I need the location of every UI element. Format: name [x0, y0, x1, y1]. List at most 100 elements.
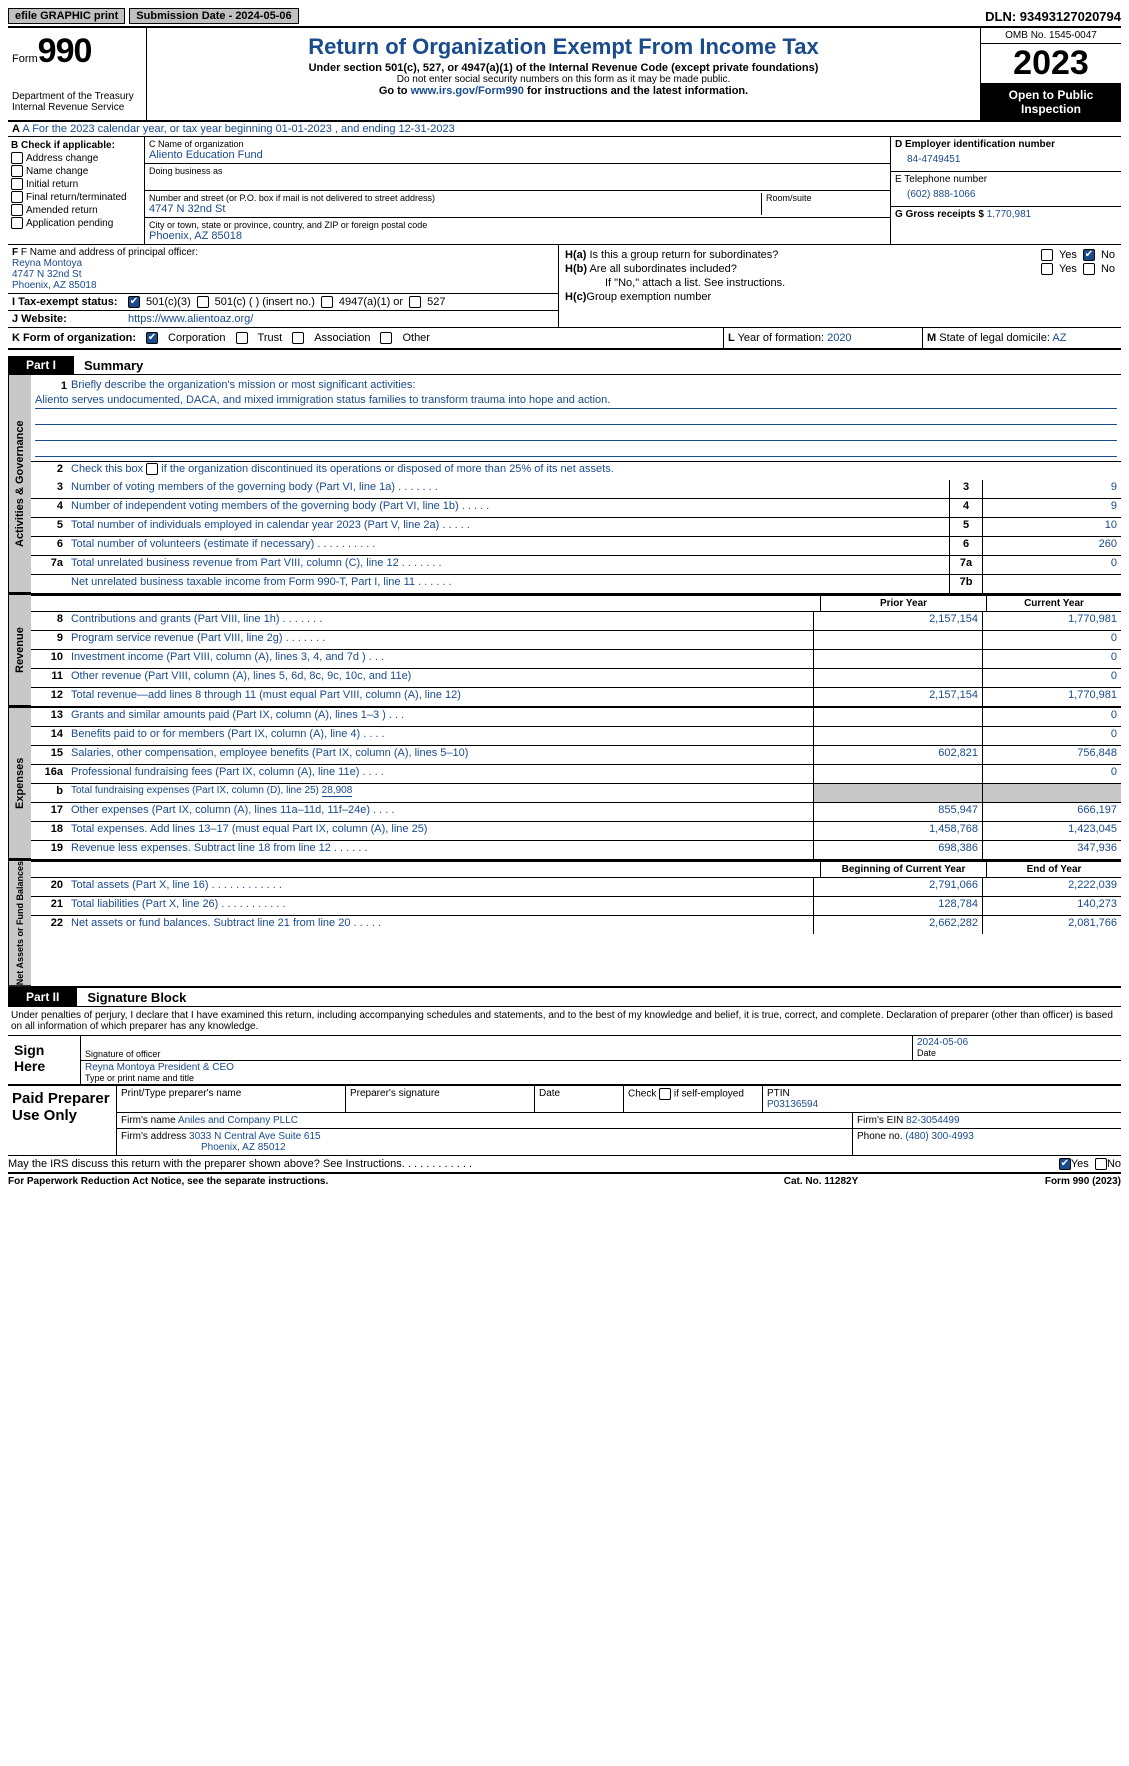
dba-label: Doing business as: [149, 166, 886, 176]
hb-no[interactable]: [1083, 263, 1095, 275]
cb-trust[interactable]: [236, 332, 248, 344]
line4-val: 9: [982, 499, 1121, 517]
sign-here-label: Sign Here: [8, 1036, 81, 1084]
efile-print-button[interactable]: efile GRAPHIC print: [8, 8, 125, 24]
cb-initial-return[interactable]: [11, 178, 23, 190]
sign-here-block: Sign Here Signature of officer 2024-05-0…: [8, 1036, 1121, 1086]
ha-yes[interactable]: [1041, 249, 1053, 261]
name-title-label: Type or print name and title: [85, 1073, 1117, 1083]
row-k: K Form of organization: Corporation Trus…: [8, 328, 1121, 350]
gross-receipts: G Gross receipts $ 1,770,981: [895, 209, 1117, 220]
irs-link[interactable]: www.irs.gov/Form990: [411, 85, 524, 97]
firm-phone: (480) 300-4993: [905, 1131, 973, 1142]
hb-text: H(b) Are all subordinates included?: [565, 263, 1041, 275]
goto-line: Go to www.irs.gov/Form990 for instructio…: [151, 85, 976, 97]
cb-other[interactable]: [380, 332, 392, 344]
sig-officer-label: Signature of officer: [85, 1049, 908, 1059]
ein-label: D Employer identification number: [895, 139, 1117, 150]
ha-no[interactable]: [1083, 249, 1095, 261]
cb-corp[interactable]: [146, 332, 158, 344]
cb-4947[interactable]: [321, 296, 333, 308]
website[interactable]: https://www.alientoaz.org/: [128, 313, 253, 325]
sig-date: 2024-05-06: [917, 1037, 1117, 1048]
officer-addr2: Phoenix, AZ 85018: [12, 280, 554, 291]
line21: Total liabilities (Part X, line 26) . . …: [67, 897, 813, 915]
line13: Grants and similar amounts paid (Part IX…: [67, 708, 813, 726]
self-employed: Check if self-employed: [624, 1086, 763, 1112]
ha-text: H(a) Is this a group return for subordin…: [565, 249, 1041, 261]
cb-amended[interactable]: [11, 204, 23, 216]
entity-block: B Check if applicable: Address change Na…: [8, 137, 1121, 245]
tax-exempt-status: I Tax-exempt status: 501(c)(3) 501(c) ( …: [8, 294, 558, 311]
line7b: Net unrelated business taxable income fr…: [67, 575, 949, 593]
ein: 84-4749451: [895, 150, 1117, 169]
preparer-date-label: Date: [535, 1086, 624, 1112]
ptin: P03136594: [767, 1099, 1117, 1110]
line16a: Professional fundraising fees (Part IX, …: [67, 765, 813, 783]
firm-ein: 82-3054499: [906, 1115, 959, 1126]
part1-tab: Part I: [8, 356, 74, 374]
officer-block: F F Name and address of principal office…: [8, 245, 558, 294]
hdr-current: Current Year: [986, 596, 1121, 611]
line17: Other expenses (Part IX, column (A), lin…: [67, 803, 813, 821]
mission-label: Briefly describe the organization's miss…: [71, 379, 415, 393]
room-label: Room/suite: [766, 193, 886, 203]
cb-app-pending[interactable]: [11, 217, 23, 229]
part2-title: Signature Block: [77, 990, 186, 1005]
inspection-label: Open to Public Inspection: [981, 84, 1121, 120]
part2-header: Part II Signature Block: [8, 988, 1121, 1007]
discuss-yes[interactable]: [1059, 1158, 1071, 1170]
line8: Contributions and grants (Part VIII, lin…: [67, 612, 813, 630]
hdr-beginning: Beginning of Current Year: [820, 862, 986, 877]
cat-no: Cat. No. 11282Y: [721, 1176, 921, 1187]
footer: For Paperwork Reduction Act Notice, see …: [8, 1174, 1121, 1189]
line4: Number of independent voting members of …: [67, 499, 949, 517]
telephone: (602) 888-1066: [895, 185, 1117, 204]
line3-val: 9: [982, 480, 1121, 498]
top-bar: efile GRAPHIC print Submission Date - 20…: [8, 8, 1121, 28]
cb-527[interactable]: [409, 296, 421, 308]
part1-title: Summary: [74, 358, 143, 373]
name-label: C Name of organization: [149, 139, 886, 149]
line18: Total expenses. Add lines 13–17 (must eq…: [67, 822, 813, 840]
discuss-no[interactable]: [1095, 1158, 1107, 1170]
activities-governance: Activities & Governance 1Briefly describ…: [8, 375, 1121, 595]
line6: Total number of volunteers (estimate if …: [67, 537, 949, 555]
discuss-text: May the IRS discuss this return with the…: [8, 1158, 1059, 1170]
hb-yes[interactable]: [1041, 263, 1053, 275]
k-label: K Form of organization:: [12, 332, 136, 344]
line12: Total revenue—add lines 8 through 11 (mu…: [67, 688, 813, 706]
irs-label: Internal Revenue Service: [12, 102, 142, 113]
line19: Revenue less expenses. Subtract line 18 …: [67, 841, 813, 859]
form-title: Return of Organization Exempt From Incom…: [151, 34, 976, 60]
firm-addr2: Phoenix, AZ 85012: [121, 1142, 286, 1153]
form-page: Form 990 (2023): [921, 1176, 1121, 1187]
part1-header: Part I Summary: [8, 356, 1121, 375]
hc-text: H(c) Group exemption number: [565, 291, 1115, 303]
line7b-val: [982, 575, 1121, 593]
cb-address-change[interactable]: [11, 152, 23, 164]
expenses-section: Expenses 13Grants and similar amounts pa…: [8, 708, 1121, 861]
submission-date: Submission Date - 2024-05-06: [129, 8, 298, 24]
cb-discontinued[interactable]: [146, 463, 158, 475]
vtab-exp: Expenses: [8, 708, 31, 859]
cb-assoc[interactable]: [292, 332, 304, 344]
line2: Check this box if the organization disco…: [67, 462, 1121, 480]
checkboxes-b: B Check if applicable: Address change Na…: [8, 137, 145, 244]
cb-final-return[interactable]: [11, 191, 23, 203]
line16b: Total fundraising expenses (Part IX, col…: [67, 784, 813, 802]
line7a: Total unrelated business revenue from Pa…: [67, 556, 949, 574]
cb-self-employed[interactable]: [659, 1088, 671, 1100]
form-header: Form990 Department of the Treasury Inter…: [8, 28, 1121, 122]
cb-name-change[interactable]: [11, 165, 23, 177]
tax-year: 2023: [981, 44, 1121, 84]
cb-501c[interactable]: [197, 296, 209, 308]
line3: Number of voting members of the governin…: [67, 480, 949, 498]
line7a-val: 0: [982, 556, 1121, 574]
h-block: H(a) Is this a group return for subordin…: [559, 245, 1121, 327]
cb-501c3[interactable]: [128, 296, 140, 308]
officer-name-title: Reyna Montoya President & CEO: [85, 1062, 1117, 1073]
line14: Benefits paid to or for members (Part IX…: [67, 727, 813, 745]
line9: Program service revenue (Part VIII, line…: [67, 631, 813, 649]
tel-label: E Telephone number: [895, 174, 1117, 185]
